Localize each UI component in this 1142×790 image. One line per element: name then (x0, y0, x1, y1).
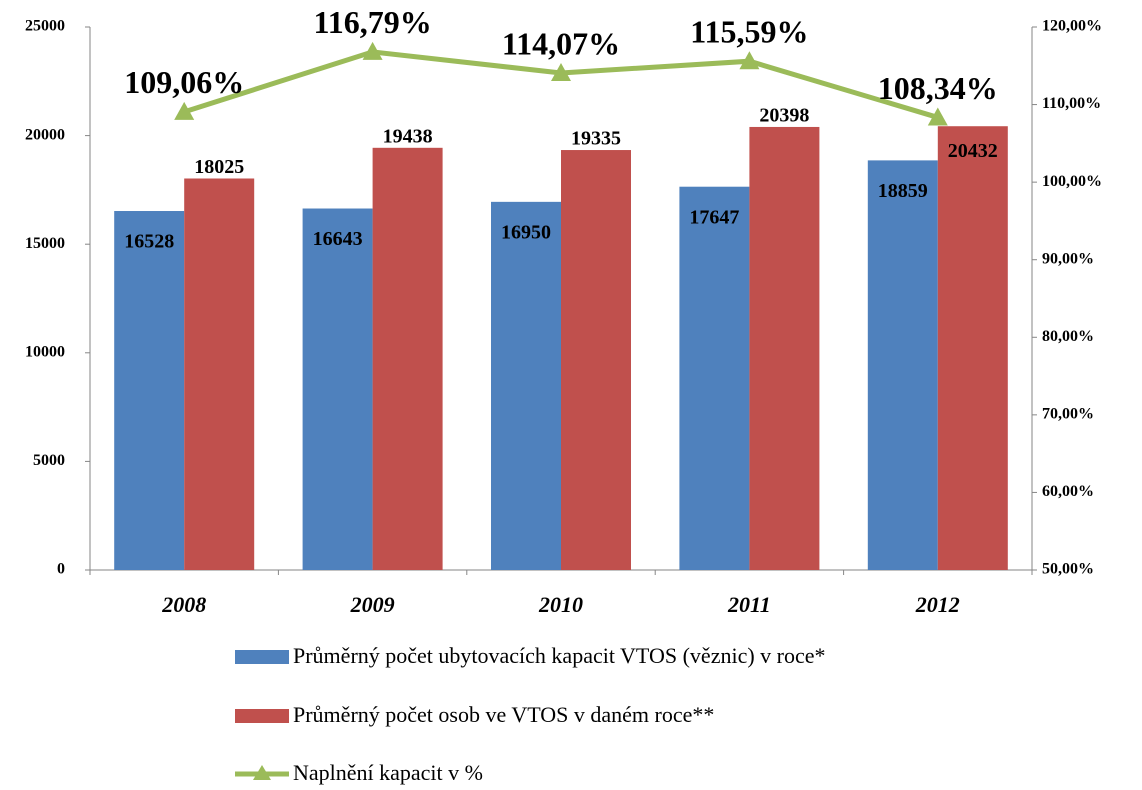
line-value-label: 116,79% (313, 4, 431, 40)
y-tick-label: 20000 (25, 126, 65, 143)
line-marker (362, 41, 383, 60)
legend-label: Průměrný počet osob ve VTOS v daném roce… (293, 702, 715, 727)
y2-tick-label: 50,00% (1042, 561, 1094, 578)
line-value-label: 115,59% (690, 14, 808, 50)
y-tick-label: 25000 (25, 18, 65, 35)
y-tick-label: 0 (57, 561, 65, 578)
value-label: 16643 (313, 228, 363, 250)
bar (302, 208, 373, 570)
value-label: 16950 (501, 221, 551, 243)
bar (491, 201, 561, 570)
x-tick-label: 2010 (538, 592, 583, 617)
bar (679, 186, 750, 570)
chart: 0 5000 10000 15000 20000 25000 50,00% 60,00% 70,… (25, 4, 1102, 617)
line-marker (739, 51, 760, 70)
value-label: 18859 (878, 180, 928, 202)
value-label: 19438 (383, 125, 433, 147)
bar (114, 211, 185, 570)
value-label: 20398 (759, 105, 809, 127)
legend-label: Průměrný počet ubytovacích kapacit VTOS … (293, 643, 826, 668)
y-tick-label: 5000 (33, 452, 65, 469)
legend-swatch (235, 650, 289, 664)
x-tick-label: 2012 (915, 592, 960, 617)
line-value-label: 108,34% (878, 70, 998, 106)
line (183, 49, 939, 120)
value-label: 18025 (194, 156, 244, 178)
value-label: 19335 (571, 128, 621, 150)
bar (561, 150, 631, 570)
legend-item: Průměrný počet ubytovacích kapacit VTOS … (235, 643, 953, 669)
y-tick-label: 15000 (25, 235, 65, 252)
y2-tick-label: 100,00% (1042, 173, 1102, 190)
bar (749, 126, 820, 570)
line-marker (551, 62, 571, 81)
x-tick-label: 2011 (727, 592, 771, 617)
x-tick-label: 2008 (161, 592, 206, 617)
y2-tick-label: 110,00% (1042, 95, 1101, 112)
legend-item: Průměrný počet osob ve VTOS v daném roce… (235, 702, 953, 728)
y2-tick-label: 90,00% (1042, 250, 1094, 267)
y2-tick-label: 120,00% (1042, 18, 1102, 35)
bar (867, 160, 938, 571)
line-value-label: 114,07% (502, 25, 620, 61)
legend-item: Naplnění kapacit v % (235, 760, 953, 786)
line-marker (927, 107, 948, 126)
bar (184, 178, 255, 570)
line-value-label: 109,06% (124, 64, 244, 100)
line-marker (174, 101, 195, 120)
value-label: 17647 (689, 206, 739, 228)
legend-swatch (235, 709, 289, 723)
bar (372, 147, 443, 570)
y2-tick-label: 80,00% (1042, 328, 1094, 345)
value-label: 20432 (948, 140, 998, 162)
y-tick-label: 10000 (25, 343, 65, 360)
legend-swatch (235, 765, 289, 780)
y2-tick-label: 70,00% (1042, 406, 1094, 423)
bar (937, 126, 1008, 571)
value-label: 16528 (124, 231, 174, 253)
legend-label: Naplnění kapacit v % (293, 760, 483, 785)
y2-tick-label: 60,00% (1042, 483, 1094, 500)
x-tick-label: 2009 (350, 592, 395, 617)
